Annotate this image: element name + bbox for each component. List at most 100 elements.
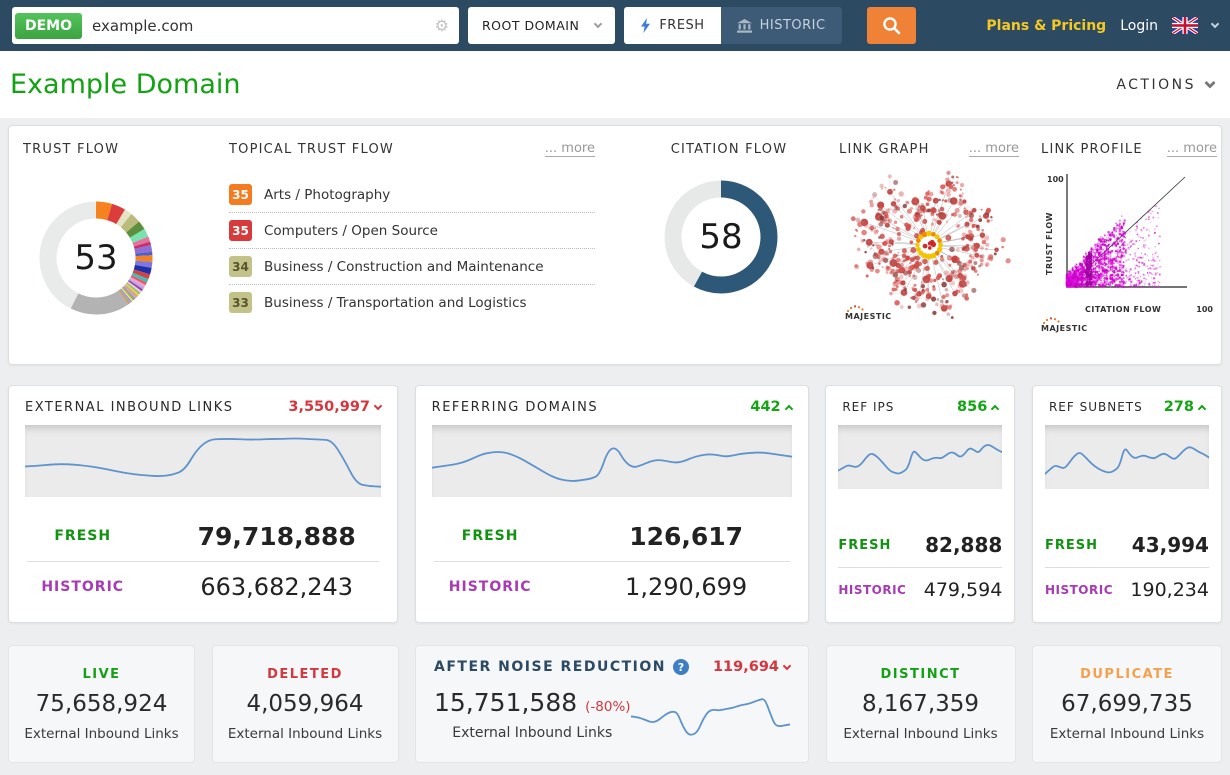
metric-change[interactable]: 856 [957,399,1000,415]
divider [1044,567,1209,568]
historic-value: 1,290,699 [625,573,748,601]
fresh-toggle-button[interactable]: FRESH [624,7,721,44]
trust-flow-label: TRUST FLOW [23,142,120,157]
topic-label: Arts / Photography [264,186,391,203]
fresh-value: 43,994 [1131,533,1209,557]
summary-title: DELETED [267,666,343,682]
trend-down-icon [782,661,792,670]
majestic-arc-icon [846,305,864,313]
chevron-down-icon [594,19,603,29]
root-domain-select[interactable]: ROOT DOMAIN [468,7,616,44]
historic-value: 479,594 [923,579,1003,601]
referring-domains-card: REFERRING DOMAINS 442 FRESH 126,617 HIST… [414,385,809,623]
topical-more-link[interactable]: ... more [544,141,595,158]
x-axis-label: CITATION FLOW [1085,305,1162,315]
summary-value: 75,658,924 [35,690,168,717]
summary-value: 15,751,588 [434,687,578,717]
historic-row[interactable]: HISTORIC 663,682,243 [9,562,397,612]
trust-flow-value: 53 [74,238,118,278]
top-navbar: DEMO ROOT DOMAIN FRESH HISTORIC [0,0,1230,51]
x-axis-max-label: 100 [1196,305,1213,315]
citation-flow-label: CITATION FLOW [670,142,788,157]
search-input[interactable] [82,16,435,35]
summary-title: AFTER NOISE REDUCTION [434,659,666,675]
majestic-logo: MAJESTIC [1041,316,1088,333]
help-icon[interactable] [673,659,689,675]
search-icon [882,17,900,35]
summary-title: DUPLICATE [1080,666,1174,682]
topical-item[interactable]: 33 Business / Transportation and Logisti… [229,285,595,320]
link-profile-label: LINK PROFILE [1041,142,1143,157]
metric-change[interactable]: 278 [1164,399,1207,415]
main-content: TRUST FLOW 53 TOPICAL TRUST FLOW ... mor… [0,118,1230,763]
actions-menu[interactable]: ACTIONS [1116,76,1216,93]
login-link[interactable]: Login [1120,17,1158,34]
fresh-row[interactable]: FRESH 79,718,888 [9,511,397,561]
topical-item[interactable]: 34 Business / Construction and Maintenan… [229,249,595,286]
root-domain-label: ROOT DOMAIN [482,18,580,33]
metric-change[interactable]: 3,550,997 [288,399,383,415]
trust-flow-donut: 53 [31,193,161,323]
duplicate-links-card: DUPLICATE 67,699,735 External Inbound Li… [1032,645,1222,763]
topical-item[interactable]: 35 Computers / Open Source [229,213,595,250]
title-band: Example Domain ACTIONS [0,51,1230,118]
fresh-value: 82,888 [925,533,1003,557]
chevron-down-icon[interactable] [1210,19,1220,29]
topic-label: Computers / Open Source [264,222,438,239]
majestic-arc-icon [1042,317,1060,325]
link-graph-visualization[interactable] [839,163,1015,331]
historic-row[interactable]: HISTORIC 479,594 [838,579,1003,601]
link-profile-plot[interactable]: 100 TRUST FLOW CITATION FLOW 100 MAJESTI… [1041,163,1217,333]
page-title: Example Domain [10,69,241,100]
link-graph-section: LINK GRAPH ... more MAJESTIC [839,141,1019,331]
ref-subnets-card: REF SUBNETS 278 FRESH 43,994 HISTORIC 19… [1031,385,1222,623]
topical-trust-flow-label: TOPICAL TRUST FLOW [229,142,394,157]
fresh-row[interactable]: FRESH 82,888 [838,533,1003,557]
demo-badge: DEMO [15,12,83,39]
live-links-card: LIVE 75,658,924 External Inbound Links [8,645,195,763]
trend-up-icon [991,404,1000,414]
metric-change[interactable]: 442 [750,399,793,415]
gear-icon[interactable] [435,18,449,34]
actions-label: ACTIONS [1116,76,1196,93]
metric-title: REF IPS [842,400,895,414]
historic-row[interactable]: HISTORIC 190,234 [1044,579,1209,601]
summary-subtitle: External Inbound Links [452,724,613,741]
link-graph-more-link[interactable]: ... more [968,141,1019,158]
fresh-row[interactable]: FRESH 126,617 [416,511,808,561]
plans-pricing-link[interactable]: Plans & Pricing [986,17,1107,34]
lightning-icon [641,18,651,33]
uk-flag-icon[interactable] [1172,17,1198,34]
topic-label: Business / Construction and Maintenance [264,258,544,275]
metric-title: REFERRING DOMAINS [431,399,599,415]
topical-list: 35 Arts / Photography 35 Computers / Ope… [229,177,595,320]
topic-score-badge: 35 [229,184,252,206]
citation-flow-donut: 58 [656,172,786,302]
metric-change[interactable]: 119,694 [713,659,792,675]
historic-row[interactable]: HISTORIC 1,290,699 [416,562,808,612]
distinct-links-card: DISTINCT 8,167,359 External Inbound Link… [825,645,1016,763]
overview-panel: TRUST FLOW 53 TOPICAL TRUST FLOW ... mor… [8,125,1222,365]
topic-score-badge: 33 [229,292,252,314]
bank-icon [736,18,752,33]
fresh-value: 126,617 [629,521,744,551]
trend-up-icon [784,404,793,414]
topical-item[interactable]: 35 Arts / Photography [229,177,595,214]
link-profile-section: LINK PROFILE ... more 100 TRUST FLOW CIT… [1041,141,1217,333]
link-graph-label: LINK GRAPH [839,142,930,157]
fresh-row[interactable]: FRESH 43,994 [1044,533,1209,557]
historic-value: 190,234 [1130,579,1209,601]
summary-value: 4,059,964 [246,690,364,717]
navbar-right: Plans & Pricing Login [986,17,1220,34]
summary-subtitle: External Inbound Links [227,725,383,742]
topic-score-badge: 35 [229,220,252,242]
link-profile-more-link[interactable]: ... more [1166,141,1217,158]
summary-title: DISTINCT [880,666,961,682]
citation-flow-section: CITATION FLOW 58 [639,142,819,302]
chevron-down-icon [1204,77,1216,89]
historic-toggle-button[interactable]: HISTORIC [720,7,842,44]
search-button[interactable] [866,7,916,44]
summary-value: 67,699,735 [1061,690,1193,717]
divider [27,561,379,562]
index-toggle-group: FRESH HISTORIC [624,7,842,44]
